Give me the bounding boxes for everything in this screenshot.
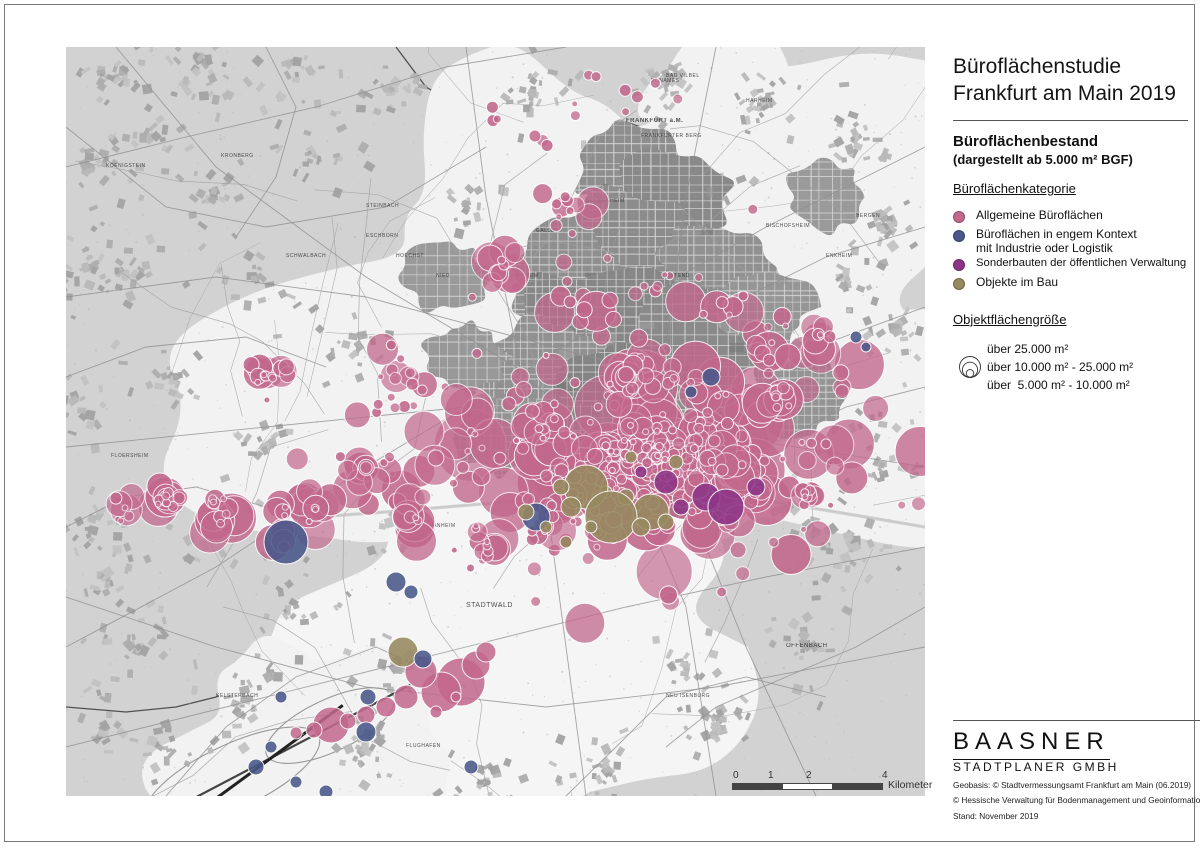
- svg-text:BISCHOFSHEIM: BISCHOFSHEIM: [766, 223, 810, 229]
- svg-text:OFFENBACH: OFFENBACH: [786, 643, 828, 649]
- svg-text:ESCHBORN: ESCHBORN: [366, 233, 398, 239]
- svg-text:KRONBERG: KRONBERG: [221, 153, 254, 159]
- svg-text:NEU ISENBURG: NEU ISENBURG: [666, 693, 710, 699]
- svg-text:BAD VILBEL: BAD VILBEL: [666, 73, 700, 79]
- svg-text:SCHWALBACH: SCHWALBACH: [286, 253, 326, 259]
- svg-text:STADTWALD: STADTWALD: [466, 602, 513, 609]
- svg-text:FRANKFURTER BERG: FRANKFURTER BERG: [641, 133, 702, 139]
- svg-text:FRANKFURT a.M.: FRANKFURT a.M.: [626, 118, 683, 124]
- svg-text:HARHEIM: HARHEIM: [746, 98, 773, 104]
- svg-text:FLUGHAFEN: FLUGHAFEN: [406, 743, 441, 749]
- svg-text:NIED: NIED: [436, 273, 450, 279]
- svg-text:BERGEN: BERGEN: [856, 213, 880, 219]
- svg-text:FLOERSHEIM: FLOERSHEIM: [111, 453, 149, 459]
- svg-text:HOECHST: HOECHST: [396, 253, 424, 259]
- svg-text:KOENIGSTEIN: KOENIGSTEIN: [106, 163, 146, 169]
- svg-text:KELSTERBACH: KELSTERBACH: [216, 693, 258, 699]
- svg-text:STEINBACH: STEINBACH: [366, 203, 399, 209]
- svg-text:ENKHEIM: ENKHEIM: [826, 253, 852, 259]
